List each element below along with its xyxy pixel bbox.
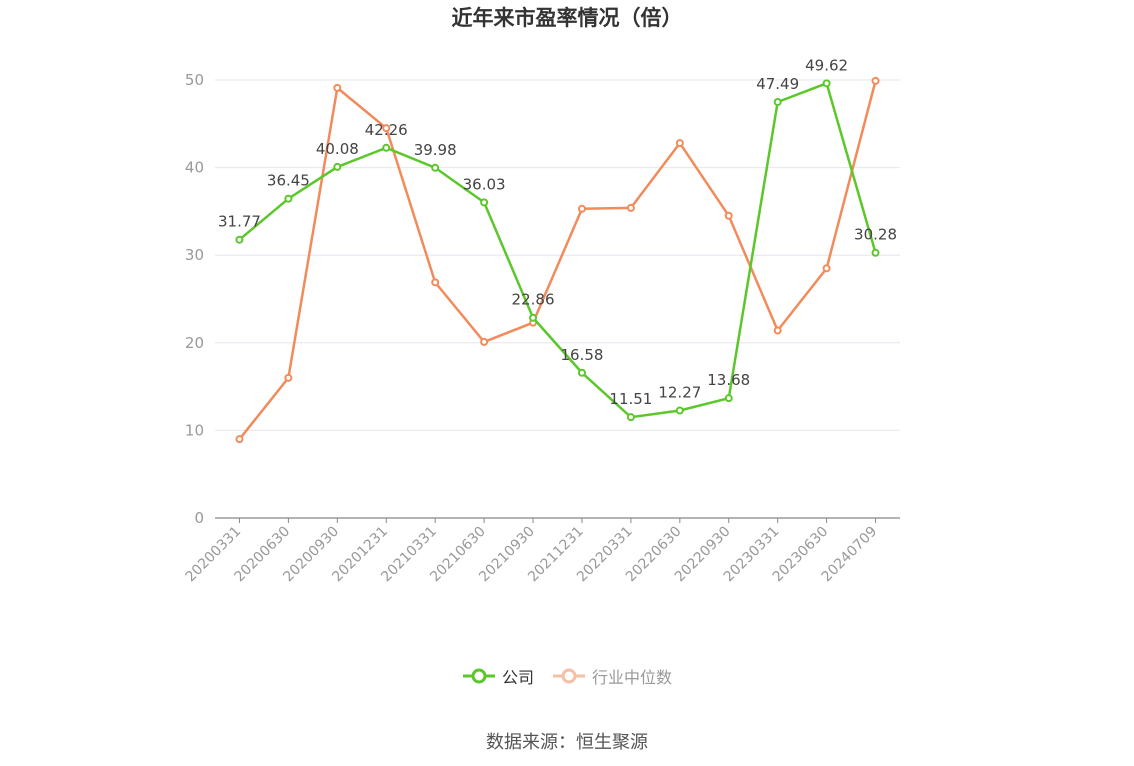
data-labels: 31.77 36.45 40.08 42.26 39.98 36.03 22.86 16.58…	[218, 56, 897, 408]
data-point-company	[431, 163, 440, 172]
data-point-industry	[382, 124, 391, 133]
data-point-company	[675, 406, 684, 415]
data-point-industry	[675, 139, 684, 148]
data-label: 49.62	[805, 56, 848, 74]
legend-industry-icon	[553, 668, 585, 684]
legend-industry-label: 行业中位数	[592, 668, 673, 687]
data-point-industry	[822, 264, 831, 273]
data-label: 39.98	[414, 141, 457, 159]
data-point-industry	[480, 337, 489, 346]
series-line-company	[238, 82, 877, 419]
legend: 公司 行业中位数	[0, 664, 1134, 688]
data-point-industry	[773, 326, 782, 335]
data-label: 36.03	[463, 175, 506, 193]
data-label: 12.27	[658, 384, 701, 402]
series-lines	[235, 76, 880, 444]
data-label: 16.58	[560, 346, 603, 364]
data-point-company	[577, 368, 586, 377]
data-point-industry	[871, 76, 880, 85]
y-tick-label: 0	[194, 509, 204, 527]
data-label: 30.28	[854, 226, 897, 244]
data-point-company	[822, 79, 831, 88]
data-point-company	[480, 198, 489, 207]
data-point-industry	[284, 373, 293, 382]
data-label: 13.68	[707, 371, 750, 389]
y-tick-label: 30	[185, 246, 204, 264]
data-label: 11.51	[609, 390, 652, 408]
data-label: 36.45	[267, 172, 310, 190]
y-tick-label: 20	[185, 334, 204, 352]
data-point-company	[284, 194, 293, 203]
data-point-company	[333, 162, 342, 171]
series-line-industry	[238, 80, 877, 440]
y-tick-label: 50	[185, 71, 204, 89]
data-label: 42.26	[365, 121, 408, 139]
data-label: 31.77	[218, 213, 261, 231]
legend-company-icon	[462, 668, 495, 684]
data-label: 47.49	[756, 75, 799, 93]
y-tick-label: 40	[185, 159, 204, 177]
data-point-industry	[235, 435, 244, 444]
legend-item-industry[interactable]: 行业中位数	[552, 664, 672, 688]
data-point-industry	[724, 211, 733, 220]
data-point-industry	[577, 204, 586, 213]
data-point-industry	[431, 278, 440, 287]
data-point-company	[773, 97, 782, 106]
data-point-company	[382, 143, 391, 152]
legend-company-label: 公司	[501, 668, 534, 687]
y-tick-label: 10	[185, 421, 204, 439]
data-point-industry	[626, 203, 635, 212]
data-point-industry	[333, 83, 342, 92]
legend-item-company[interactable]: 公司	[462, 664, 534, 688]
chart-title: 近年来市盈率情况（倍）	[451, 6, 683, 30]
source-note: 数据来源：恒生聚源	[486, 732, 648, 753]
data-label: 40.08	[316, 140, 359, 158]
grid-lines	[215, 79, 900, 431]
data-point-company	[235, 235, 244, 244]
data-point-company	[724, 394, 733, 403]
data-point-company	[871, 248, 880, 257]
data-label: 22.86	[512, 291, 555, 309]
data-point-company	[529, 313, 538, 322]
data-point-company	[626, 413, 635, 422]
